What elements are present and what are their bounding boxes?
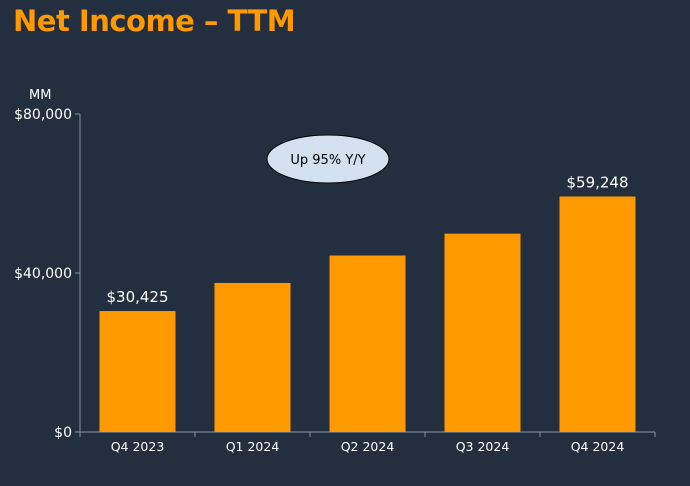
data-labels: $30,425 $59,248	[106, 173, 628, 306]
bar	[559, 196, 636, 432]
page-title: Net Income – TTM	[13, 4, 296, 38]
x-tick-label: Q3 2024	[456, 439, 510, 454]
bar	[444, 233, 521, 432]
bar	[99, 311, 176, 432]
y-tick-label: $0	[54, 425, 72, 441]
bars	[99, 196, 636, 432]
y-tick-label: $40,000	[14, 266, 72, 282]
x-tick-label: Q2 2024	[341, 439, 395, 454]
y-unit-label: MM	[29, 88, 51, 103]
data-label: $59,248	[566, 173, 628, 191]
bar	[214, 282, 291, 432]
annotation-callout: Up 95% Y/Y	[266, 134, 390, 184]
x-tick-label: Q4 2024	[571, 439, 625, 454]
data-label: $30,425	[106, 288, 168, 306]
callout-ellipse	[266, 134, 390, 184]
bar	[329, 255, 406, 432]
x-tick-label: Q4 2023	[111, 439, 165, 454]
y-tick-label: $80,000	[14, 107, 72, 123]
callout-text: Up 95% Y/Y	[290, 153, 365, 168]
y-axis: $0 $40,000 $80,000	[14, 107, 81, 441]
x-axis: Q4 2023 Q1 2024 Q2 2024 Q3 2024 Q4 2024	[79, 431, 656, 454]
x-tick-label: Q1 2024	[226, 439, 280, 454]
